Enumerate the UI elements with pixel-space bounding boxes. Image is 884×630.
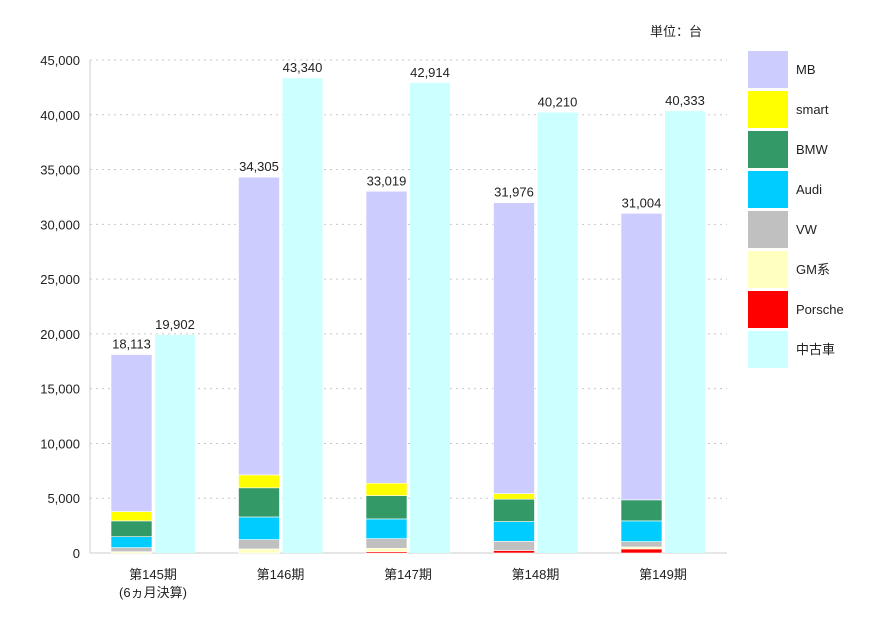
bar-segment-smart xyxy=(365,482,408,496)
legend-swatch-BMW xyxy=(748,131,788,168)
bar-segment-VW xyxy=(365,538,408,549)
y-tick-label: 5,000 xyxy=(47,491,80,506)
x-tick-sublabel: (6ヵ月決算) xyxy=(119,585,187,600)
bar-used-car xyxy=(155,334,195,553)
x-tick-label: 第145期 xyxy=(129,567,177,582)
bar-segment-BMW xyxy=(365,495,408,520)
bar-segment-Audi xyxy=(110,536,153,548)
bar-segment-Porsche xyxy=(493,550,535,554)
used-car-total-label: 40,333 xyxy=(665,93,705,108)
bar-segment-MB xyxy=(493,202,535,494)
used-car-total-label: 42,914 xyxy=(410,65,450,80)
bar-segment-GM系 xyxy=(365,547,408,552)
bar-segment-VW xyxy=(493,540,535,551)
bar-segment-VW xyxy=(620,541,663,548)
bar-segment-Audi xyxy=(620,520,663,542)
legend-swatch-Porsche xyxy=(748,291,788,328)
x-tick-label: 第147期 xyxy=(384,567,432,582)
x-tick-label: 第146期 xyxy=(257,567,305,582)
x-tick-label: 第149期 xyxy=(639,567,687,582)
legend-label: 中古車 xyxy=(796,342,835,357)
x-tick-label: 第148期 xyxy=(512,567,560,582)
y-tick-label: 35,000 xyxy=(40,163,80,178)
bar-segment-MB xyxy=(620,213,663,501)
bar-segment-VW xyxy=(238,539,280,550)
bar-segment-Audi xyxy=(365,518,408,539)
bar-segment-smart xyxy=(238,474,280,489)
used-car-total-label: 40,210 xyxy=(538,94,578,109)
new-car-total-label: 31,004 xyxy=(622,195,662,210)
bar-used-car xyxy=(537,112,578,553)
legend-swatch-VW xyxy=(748,211,788,248)
y-tick-label: 30,000 xyxy=(40,217,80,232)
bar-used-car xyxy=(282,78,323,554)
unit-label: 単位：台 xyxy=(650,24,703,39)
y-tick-label: 0 xyxy=(73,546,80,561)
bar-segment-smart xyxy=(110,511,153,522)
used-car-total-label: 19,902 xyxy=(155,317,195,332)
legend-swatch-MB xyxy=(748,51,788,88)
y-tick-label: 15,000 xyxy=(40,382,80,397)
bar-segment-BMW xyxy=(493,498,535,522)
legend-label: VW xyxy=(796,222,818,237)
bar-segment-BMW xyxy=(238,487,280,518)
bar-segment-BMW xyxy=(110,520,153,537)
legend-swatch-smart xyxy=(748,91,788,128)
bar-segment-GM系 xyxy=(238,548,280,554)
legend-swatch-中古車 xyxy=(748,331,788,368)
y-tick-label: 25,000 xyxy=(40,272,80,287)
new-car-total-label: 34,305 xyxy=(239,159,279,174)
bar-used-car xyxy=(410,82,450,554)
bar-used-car xyxy=(665,111,705,553)
bar-segment-smart xyxy=(493,493,535,500)
new-car-total-label: 18,113 xyxy=(112,337,151,352)
bar-segment-Porsche xyxy=(620,548,663,554)
bar-segment-MB xyxy=(238,176,280,476)
legend-swatch-Audi xyxy=(748,171,788,208)
legend-label: BMW xyxy=(796,142,829,157)
y-tick-label: 40,000 xyxy=(40,108,80,123)
y-tick-label: 10,000 xyxy=(40,436,80,451)
y-tick-label: 20,000 xyxy=(40,327,80,342)
legend-label: GM系 xyxy=(796,262,830,277)
legend-label: smart xyxy=(796,102,829,117)
legend-label: Audi xyxy=(796,182,822,197)
bar-segment-VW xyxy=(110,547,153,552)
legend-swatch-GM系 xyxy=(748,251,788,288)
used-car-total-label: 43,340 xyxy=(283,60,323,75)
bar-segment-BMW xyxy=(620,499,663,522)
bar-segment-MB xyxy=(110,354,153,512)
bar-segment-Audi xyxy=(238,516,280,540)
bar-segment-Audi xyxy=(493,521,535,542)
new-car-total-label: 31,976 xyxy=(494,185,534,200)
y-tick-label: 45,000 xyxy=(40,53,80,68)
new-car-total-label: 33,019 xyxy=(367,173,407,188)
legend-label: Porsche xyxy=(796,302,844,317)
legend-label: MB xyxy=(796,62,816,77)
bar-segment-MB xyxy=(365,190,408,484)
